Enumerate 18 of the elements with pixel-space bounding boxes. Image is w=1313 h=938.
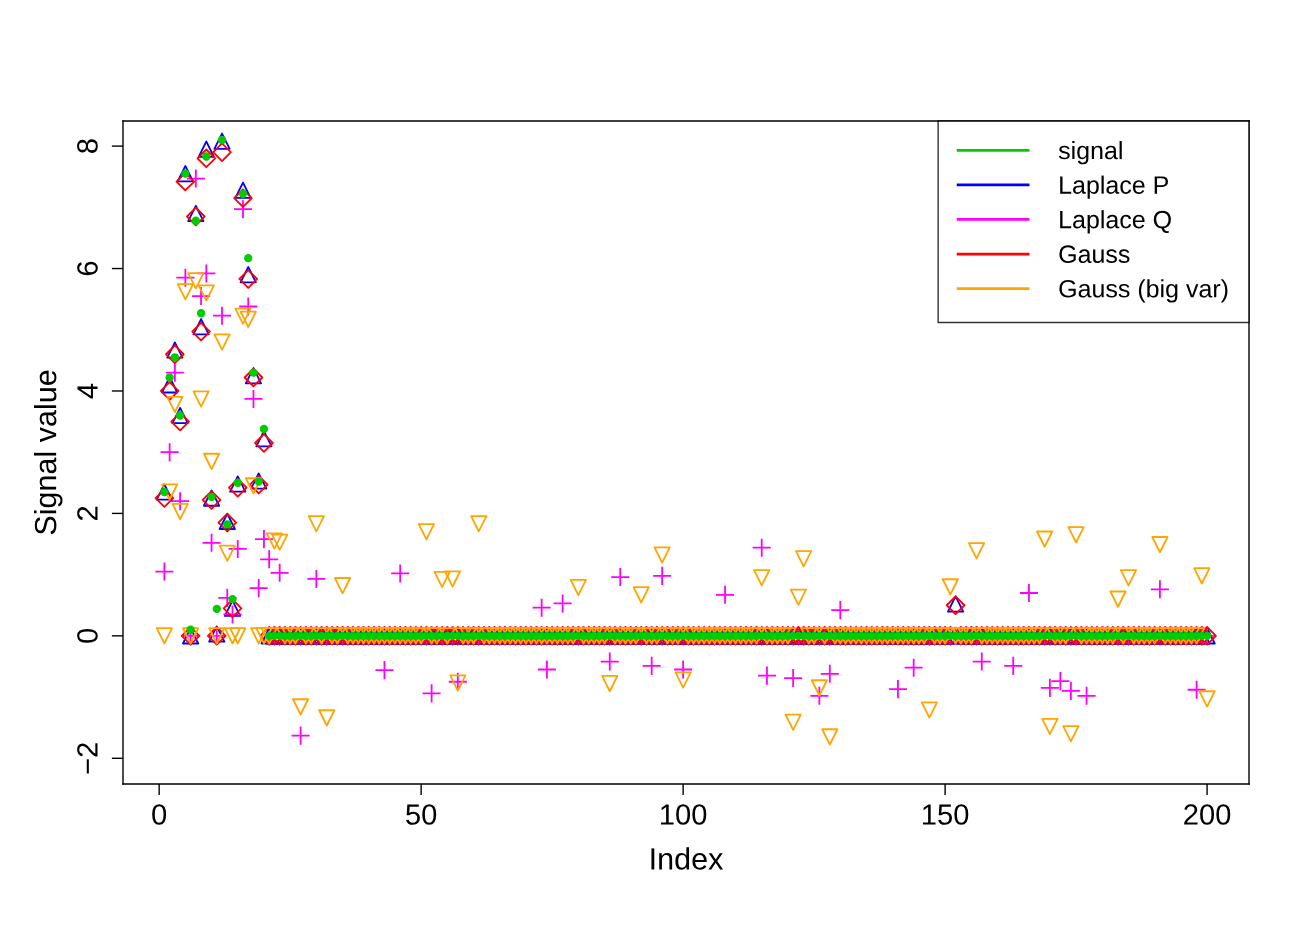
y-tick-label: 8 (77, 139, 98, 153)
x-tick-label: 200 (1184, 804, 1231, 825)
legend-label: signal (1058, 141, 1122, 165)
x-tick-label: 100 (661, 804, 707, 825)
x-tick-label: 0 (152, 804, 167, 825)
y-axis-title: Signal value (33, 370, 63, 535)
y-tick-label: 6 (77, 261, 98, 276)
x-tick-label: 50 (406, 804, 437, 825)
legend-label: Gauss (big var) (1059, 279, 1228, 303)
legend-label: Laplace P (1060, 175, 1168, 199)
x-axis-title: Index (651, 847, 724, 870)
legend-label: Gauss (1059, 245, 1130, 264)
legend-label: Laplace Q (1060, 210, 1171, 234)
y-tick-label: 0 (77, 628, 98, 643)
x-tick-label: 150 (923, 804, 969, 825)
y-tick-label: 2 (77, 506, 98, 521)
y-tick-label: −2 (77, 743, 98, 774)
y-tick-label: 4 (77, 383, 98, 399)
